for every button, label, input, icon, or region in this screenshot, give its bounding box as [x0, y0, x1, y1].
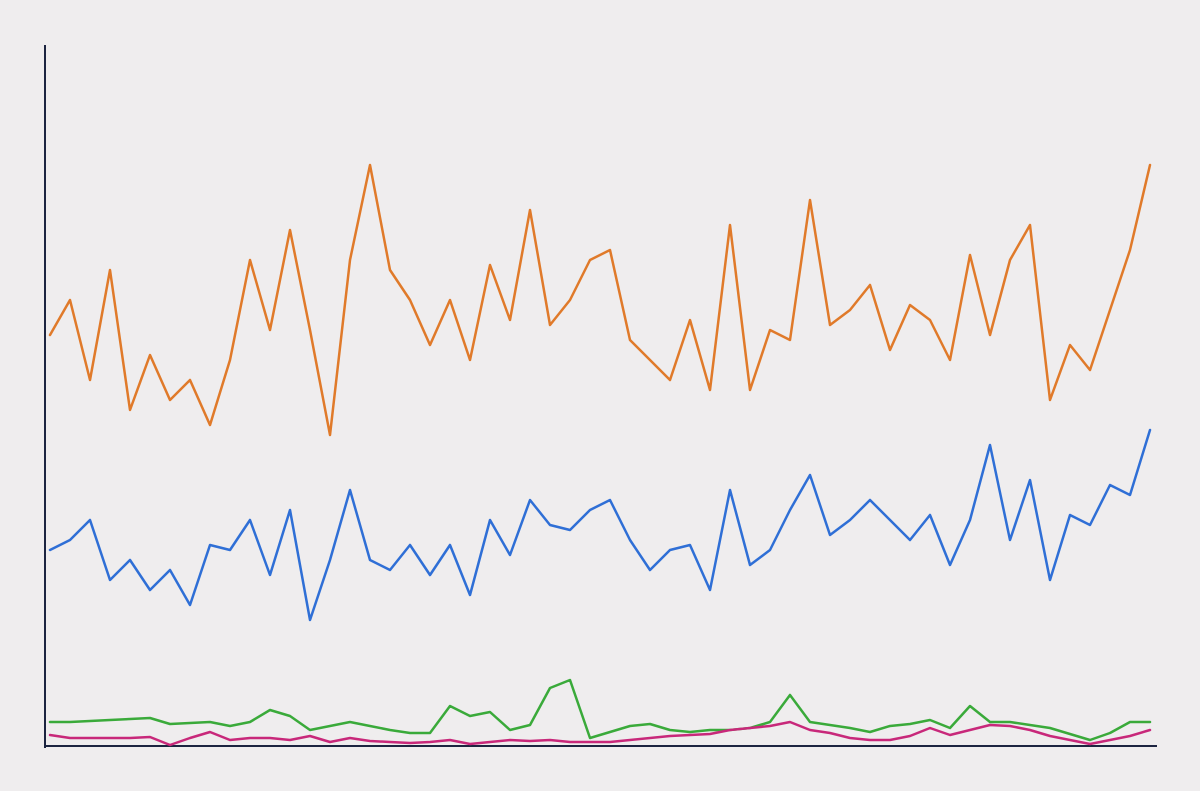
series-line [48, 678, 1152, 742]
series-line [48, 720, 1152, 747]
series-line [48, 163, 1152, 437]
series-line [48, 428, 1152, 622]
